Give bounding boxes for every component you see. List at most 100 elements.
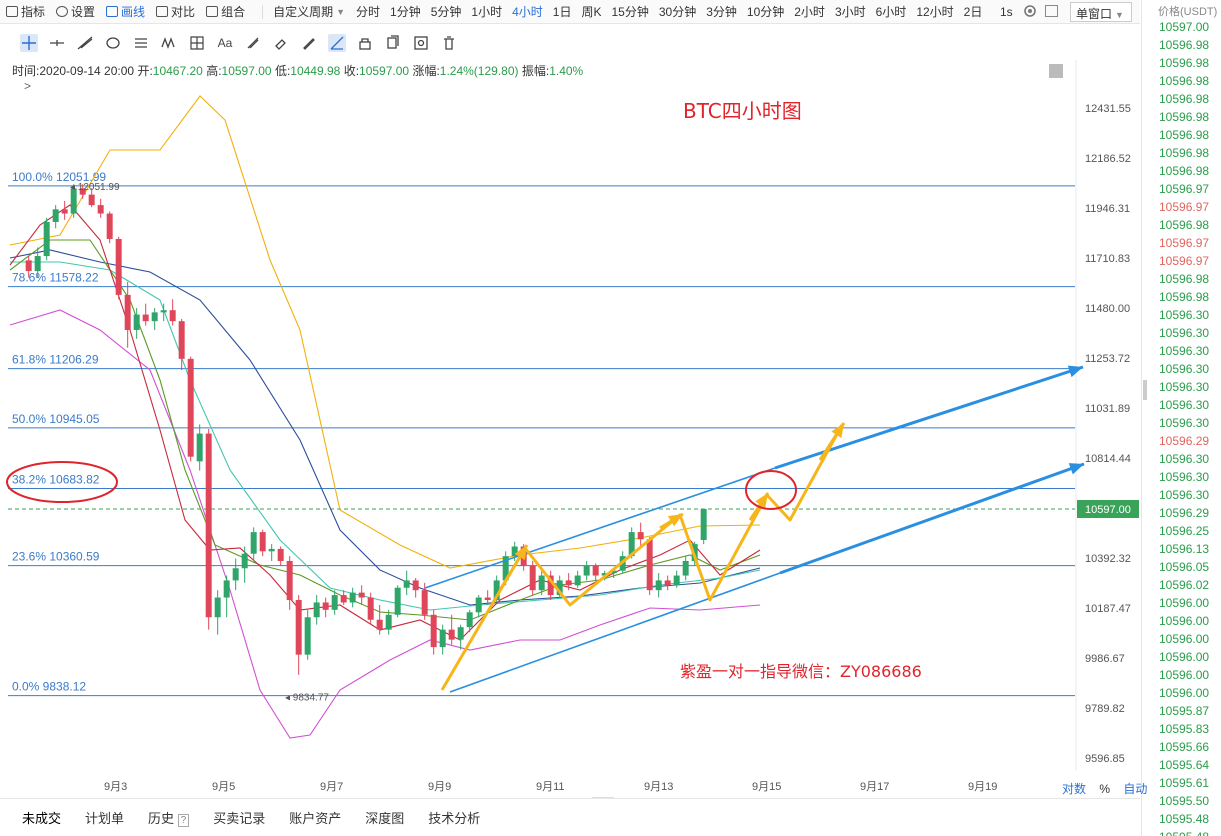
- candle-body: [349, 592, 356, 603]
- candle-body: [502, 556, 509, 581]
- indicator-icon: [6, 6, 18, 17]
- tab-history[interactable]: 历史 ?: [148, 808, 190, 827]
- candle-body: [412, 580, 419, 591]
- x-tick-label: 9月3: [104, 781, 127, 793]
- ma-fast-line: [9, 239, 761, 621]
- wave-tool[interactable]: [160, 34, 178, 52]
- fib-label-5: 23.6% 10360.59: [12, 550, 100, 564]
- settings-button[interactable]: 设置: [56, 3, 95, 20]
- tab-open-orders[interactable]: 未成交: [22, 811, 62, 826]
- y-tick-label: 10814.44: [1085, 453, 1131, 465]
- candle-body: [439, 629, 446, 648]
- draw-button[interactable]: 画线: [106, 3, 145, 20]
- price-row: 10596.98: [1159, 128, 1210, 142]
- window-mode-select[interactable]: 单窗口 ▼: [1070, 2, 1132, 22]
- info-high: 10597.00: [221, 64, 272, 78]
- price-row: 10596.02: [1159, 578, 1210, 592]
- price-row: 10596.30: [1159, 416, 1210, 430]
- period-8[interactable]: 30分钟: [658, 5, 697, 19]
- price-row: 10596.97: [1159, 254, 1210, 268]
- candle-body: [538, 575, 545, 591]
- ray-tool[interactable]: [76, 34, 94, 52]
- info-amplitude: 1.40%: [549, 64, 584, 78]
- y-tick-label: 9789.82: [1085, 703, 1125, 715]
- scrollbar[interactable]: [1143, 380, 1147, 400]
- channel-lower-arrow: [779, 462, 1085, 575]
- ray-icon: [77, 36, 93, 50]
- chevron-down-icon: ▼: [1115, 10, 1124, 20]
- period-0[interactable]: 分时: [356, 5, 381, 19]
- ellipse-tool[interactable]: [104, 34, 122, 52]
- tab-depth-chart[interactable]: 深度图: [365, 811, 405, 826]
- period-3[interactable]: 1小时: [471, 5, 503, 19]
- x-tick-label: 9月11: [536, 781, 565, 793]
- layout-grid-icon[interactable]: [1045, 5, 1058, 17]
- candle-body: [457, 627, 464, 640]
- period-7[interactable]: 15分钟: [611, 5, 649, 19]
- tab-plan-orders[interactable]: 计划单: [85, 811, 125, 826]
- settings-tool[interactable]: [412, 34, 430, 52]
- grid-icon: [190, 36, 204, 50]
- y-tick-label: 11253.72: [1085, 353, 1130, 365]
- price-row: 10596.25: [1159, 524, 1210, 538]
- collapse-panel-icon[interactable]: [1049, 64, 1063, 78]
- period-6[interactable]: 周K: [581, 5, 602, 19]
- eraser-tool[interactable]: [272, 34, 290, 52]
- y-tick-label: 10187.47: [1085, 603, 1131, 615]
- info-time: 2020-09-14 20:00: [39, 64, 135, 78]
- auto-scale-toggle[interactable]: 自动: [1123, 782, 1148, 796]
- period-9[interactable]: 3分钟: [706, 5, 737, 19]
- price-row: 10596.05: [1159, 560, 1210, 574]
- target-highlight-ellipse: [745, 470, 797, 510]
- candle-body: [673, 575, 680, 586]
- compare-button[interactable]: 对比: [156, 3, 195, 20]
- combine-button[interactable]: 组合: [206, 3, 245, 20]
- period-10[interactable]: 10分钟: [746, 5, 785, 19]
- tab-account-assets[interactable]: 账户资产: [289, 811, 342, 826]
- expand-arrow-icon[interactable]: >: [24, 79, 32, 93]
- indicator-button[interactable]: 指标: [6, 3, 45, 20]
- draw-line-tool[interactable]: [328, 34, 346, 52]
- pen-tool[interactable]: [300, 34, 318, 52]
- price-row: 10595.48: [1159, 812, 1210, 826]
- tab-technical-analysis[interactable]: 技术分析: [428, 811, 481, 826]
- lock-tool[interactable]: [356, 34, 374, 52]
- period-11[interactable]: 2小时: [794, 5, 825, 19]
- hline-tool[interactable]: [48, 34, 66, 52]
- grid-tool[interactable]: [188, 34, 206, 52]
- copy-tool[interactable]: [384, 34, 402, 52]
- crosshair-tool[interactable]: [20, 34, 38, 52]
- gear-icon[interactable]: [1022, 3, 1038, 19]
- period-5[interactable]: 1日: [552, 5, 572, 19]
- period-1[interactable]: 1分钟: [390, 5, 421, 19]
- candle-body: [385, 614, 392, 630]
- custom-period-select[interactable]: 自定义周期 ▼: [273, 5, 346, 19]
- period-14[interactable]: 12小时: [916, 5, 954, 19]
- drawing-toolbar: Aa: [0, 30, 468, 56]
- price-row: 10596.30: [1159, 452, 1210, 466]
- period-12[interactable]: 3小时: [834, 5, 866, 19]
- parallel-tool[interactable]: [132, 34, 150, 52]
- candle-body: [115, 238, 122, 295]
- channel-lower-thin: [449, 572, 781, 693]
- period-4[interactable]: 4小时: [512, 5, 543, 19]
- candle-body: [70, 188, 77, 214]
- info-open: 10467.20: [152, 64, 203, 78]
- crosshair-icon: [22, 36, 36, 50]
- text-tool[interactable]: Aa: [217, 36, 233, 50]
- log-scale-toggle[interactable]: 对数: [1062, 782, 1087, 796]
- candlestick-chart[interactable]: 100.0% 12051.99 78.6% 11578.22 61.8% 11206…: [0, 0, 1140, 798]
- brush-tool[interactable]: [244, 34, 262, 52]
- trash-tool[interactable]: [440, 34, 458, 52]
- period-2[interactable]: 5分钟: [430, 5, 462, 19]
- period-15[interactable]: 2日: [963, 5, 983, 19]
- candle-body: [565, 580, 572, 586]
- period-13[interactable]: 6小时: [875, 5, 907, 19]
- percent-scale-toggle[interactable]: %: [1099, 782, 1111, 796]
- tab-trade-records[interactable]: 买卖记录: [213, 811, 266, 826]
- candle-body: [700, 509, 707, 540]
- price-row: 10596.98: [1159, 38, 1210, 52]
- candle-body: [43, 221, 50, 257]
- refresh-interval[interactable]: 1s: [1000, 5, 1013, 19]
- ma-short-line: [9, 204, 761, 641]
